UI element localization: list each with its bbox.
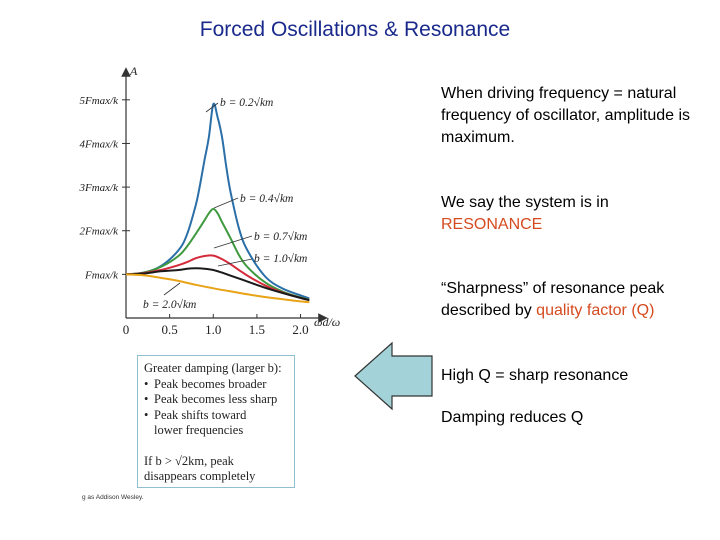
x-tick-label: 0.5 [162,322,178,337]
x-tick-label: 0 [123,322,130,337]
annotation-leader [205,102,219,113]
left-arrow-icon [354,341,433,411]
y-tick-label: 3Fmax/k [79,182,120,194]
info-bullet-continuation: lower frequencies [154,423,244,437]
info-bullet-3: Peak shifts toward [144,408,288,424]
annotation-leader [213,197,239,209]
paragraph-2: We say the system is in RESONANCE [441,192,711,236]
y-tick-label: 4Fmax/k [80,138,120,150]
series-line-3 [125,267,310,302]
paragraph-3: “Sharpness” of resonance peak described … [441,278,711,322]
annotation-leader [217,258,253,267]
paragraph-4-part-1: High Q = sharp resonance [441,367,629,384]
x-tick-label: 1.5 [249,322,265,337]
info-box-list: Peak becomes broader Peak becomes less s… [144,377,288,439]
paragraph-1-part-1: When driving frequency = natural frequen… [441,85,691,146]
y-tick-label: Fmax/k [84,269,119,281]
x-axis-label: ωd/ω [314,315,340,329]
paragraph-5-part-1: Damping reduces Q [441,409,584,426]
damping-info-box: Greater damping (larger b): Peak becomes… [137,355,295,488]
annotation-label: b = 0.7√km [254,230,307,243]
x-tick-label: 2.0 [292,322,308,337]
series-line-0 [125,102,310,300]
y-tick-label: 5Fmax/k [80,95,120,107]
page-title: Forced Oscillations & Resonance [199,18,511,41]
paragraph-4: High Q = sharp resonance [441,365,711,387]
annotation-leader [163,282,181,296]
x-tick-label: 1.0 [205,322,221,337]
info-bullet-2: Peak becomes less sharp [144,392,288,408]
info-bullet-1: Peak becomes broader [144,377,288,393]
y-axis-label: A [129,64,138,78]
quality-factor-highlight: quality factor (Q) [536,302,655,319]
annotation-label: b = 2.0√km [143,298,196,311]
paragraph-5: Damping reduces Q [441,407,711,429]
resonance-highlight: RESONANCE [441,216,543,233]
info-footer-line1: If b > √2km, peak [144,453,234,468]
paragraph-3-part-1: “Sharpness” of resonance peak described … [441,280,665,319]
annotation-label: b = 0.4√km [240,192,293,205]
series-line-1 [125,207,310,301]
series-line-2 [125,254,310,302]
annotation-label: b = 1.0√km [254,252,307,265]
y-tick-label: 2Fmax/k [80,226,120,238]
info-footer-line2: disappears completely [144,469,256,483]
annotation-leader [213,235,253,249]
annotation-label: b = 0.2√km [220,96,273,109]
paragraph-1: When driving frequency = natural frequen… [441,83,711,149]
image-credit: g as Addison Wesley. [82,494,144,501]
paragraph-2-part-1: We say the system is in [441,194,609,211]
info-box-heading: Greater damping (larger b): [144,361,282,375]
series-line-4 [125,273,310,304]
